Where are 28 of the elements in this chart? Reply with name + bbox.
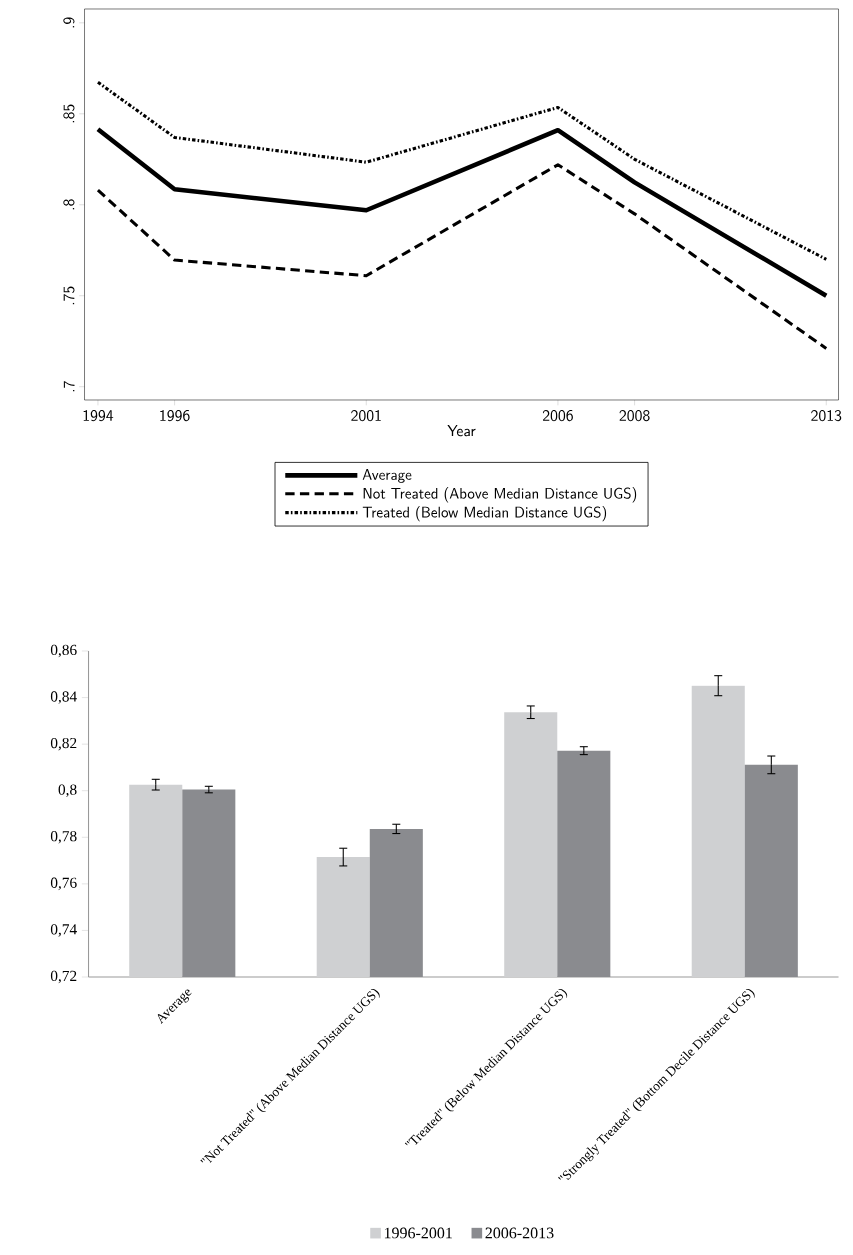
y-tick-label: 0,72 bbox=[51, 970, 77, 984]
x-tick-label: 2001 bbox=[351, 410, 381, 422]
y-tick-label: 0,76 bbox=[51, 877, 77, 891]
y-tick-label: 0,74 bbox=[51, 924, 78, 937]
line-series bbox=[95, 126, 829, 298]
legend-label: Not Treated (Above Median Distance UGS) bbox=[363, 487, 637, 503]
x-tick-label: 2006 bbox=[543, 410, 574, 422]
y-tick-label: 0,82 bbox=[51, 737, 77, 751]
legend-label: 1996-2001 bbox=[385, 1227, 453, 1239]
x-tick-label: 1996 bbox=[160, 410, 190, 422]
y-tick-label: .8 bbox=[63, 199, 75, 210]
line-series bbox=[96, 163, 829, 351]
legend-label: Average bbox=[362, 469, 412, 483]
y-tick-label: 0,86 bbox=[51, 644, 77, 658]
x-axis-title: Year bbox=[447, 425, 476, 437]
y-tick-label: .85 bbox=[63, 104, 75, 123]
y-tick-label: .9 bbox=[63, 17, 75, 28]
legend-label: Treated (Below Median Distance UGS) bbox=[363, 505, 607, 522]
y-tick-label: 0,84 bbox=[51, 691, 78, 704]
line-series bbox=[96, 80, 829, 261]
y-tick-label: .75 bbox=[63, 286, 75, 305]
x-tick-label: 2008 bbox=[619, 410, 650, 422]
y-tick-label: 0,78 bbox=[51, 831, 77, 844]
x-tick-label: 1994 bbox=[83, 410, 114, 422]
legend-label: 2006-2013 bbox=[485, 1227, 554, 1239]
y-tick-label: .7 bbox=[64, 381, 75, 392]
x-tick-label: 2013 bbox=[811, 410, 842, 422]
y-tick-label: 0,8 bbox=[58, 784, 77, 797]
